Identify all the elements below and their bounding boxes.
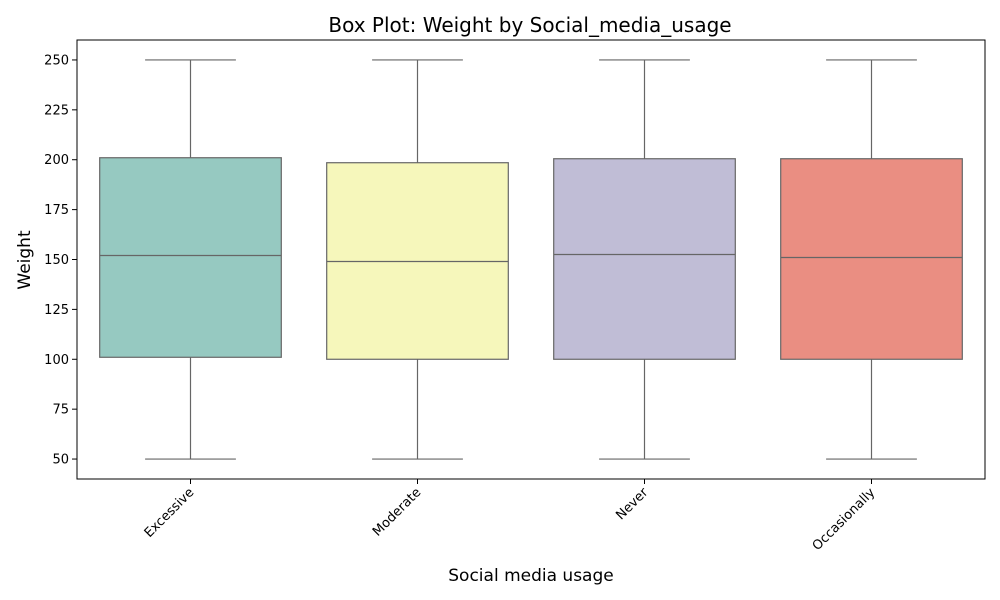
box-occasionally bbox=[780, 158, 963, 360]
x-tick-label-moderate: Moderate bbox=[370, 485, 424, 539]
x-tick-label-occasionally: Occasionally bbox=[810, 485, 879, 554]
chart-title: Box Plot: Weight by Social_media_usage bbox=[328, 13, 731, 37]
y-tick-label: 225 bbox=[44, 103, 69, 118]
x-tick-label-never: Never bbox=[613, 485, 651, 523]
plot-frame bbox=[76, 39, 986, 480]
y-tick-label: 250 bbox=[44, 53, 69, 68]
y-tick-label: 125 bbox=[44, 303, 69, 318]
x-tick-label-excessive: Excessive bbox=[142, 485, 198, 541]
box-excessive bbox=[99, 157, 282, 358]
y-tick-label: 50 bbox=[52, 453, 69, 468]
y-tick-label: 100 bbox=[44, 353, 69, 368]
x-axis-label: Social media usage bbox=[448, 566, 613, 586]
y-tick-label: 75 bbox=[52, 403, 69, 418]
box-never bbox=[553, 158, 736, 360]
y-tick-label: 175 bbox=[44, 203, 69, 218]
y-tick-label: 150 bbox=[44, 253, 69, 268]
y-axis-label: Weight bbox=[15, 230, 35, 290]
y-tick-label: 200 bbox=[44, 153, 69, 168]
plot-area: 50 75 100 125 150 175 200 225 250 Excessive Modera… bbox=[44, 39, 986, 554]
